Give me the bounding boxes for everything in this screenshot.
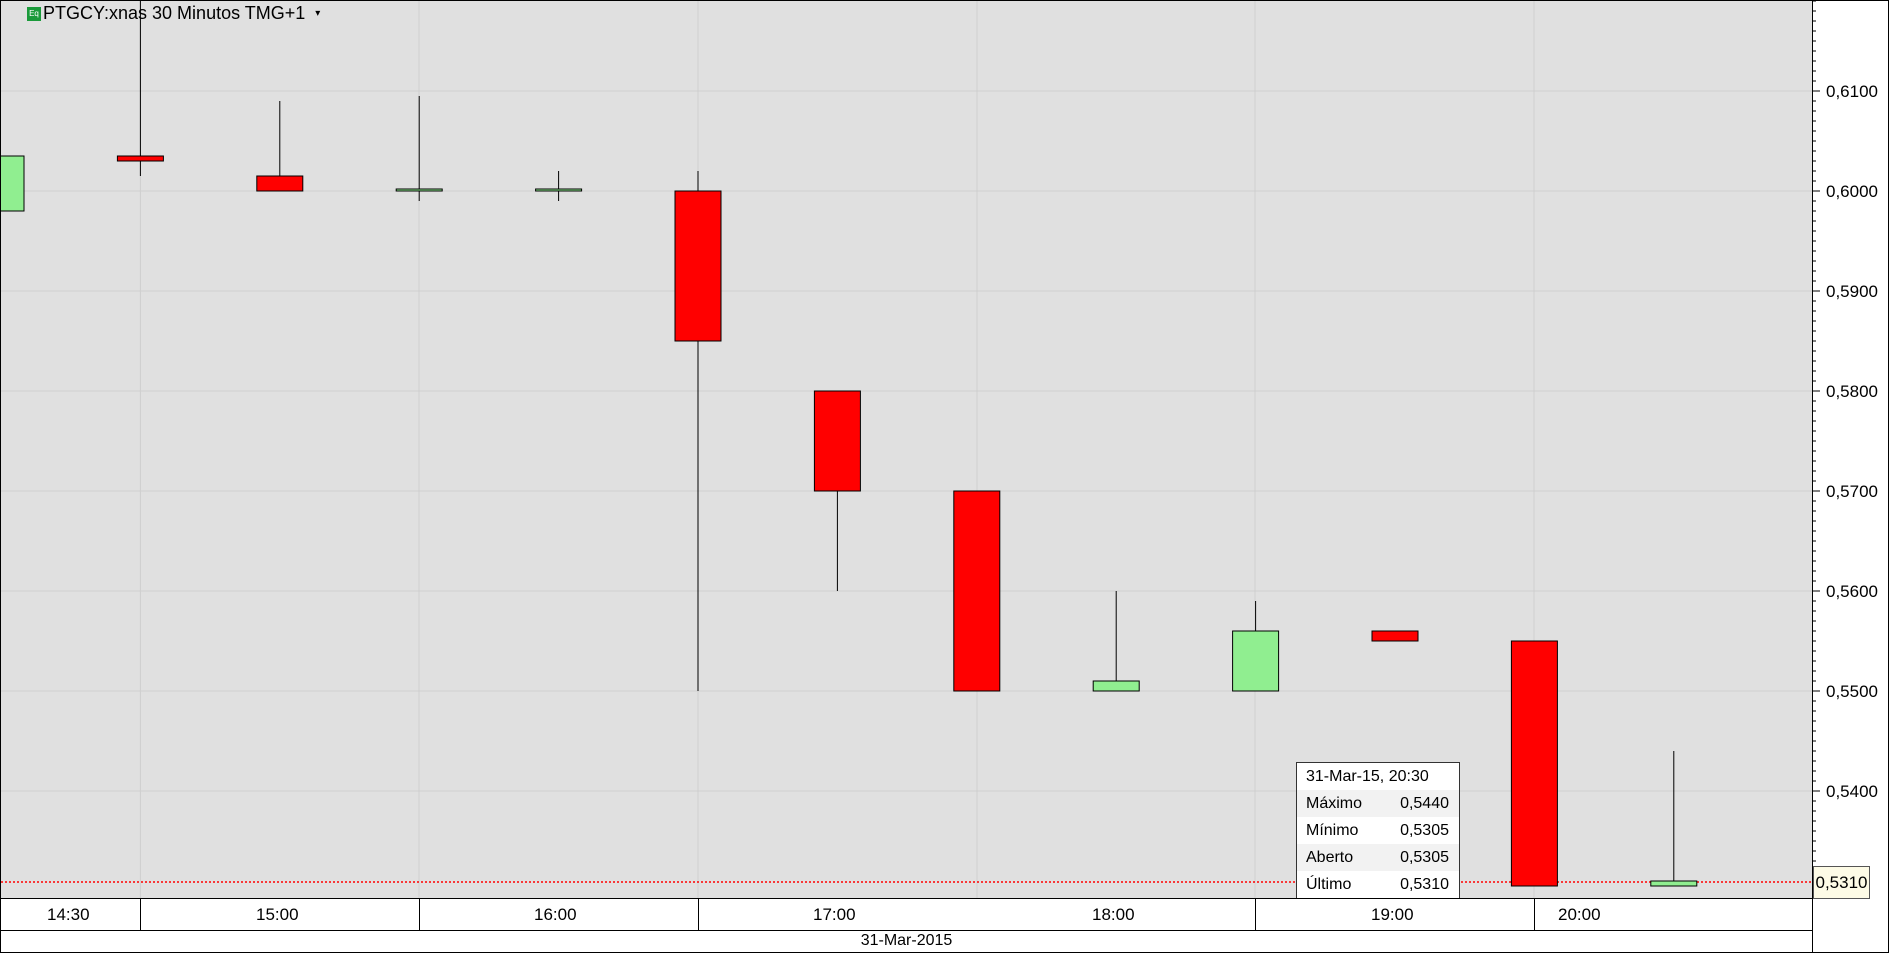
candlestick-chart[interactable] [1,1,1813,898]
x-tick-label: 19:00 [1371,905,1414,924]
date-label: 31-Mar-2015 [1,930,1813,952]
y-tick-label: 0,5800 [1826,382,1878,401]
candle-body [1,155,25,212]
chevron-down-icon[interactable]: ▾ [315,8,321,19]
y-tick-label: 0,5400 [1826,782,1878,801]
x-tick-label: 18:00 [1092,905,1135,924]
time-separator [1534,899,1535,930]
time-separator [419,899,420,930]
y-tick-label: 0,5600 [1826,582,1878,601]
x-tick-label: 17:00 [813,905,856,924]
candle-body [395,188,443,192]
last-price-label: 0,5310 [1813,866,1870,899]
tooltip-row: Aberto 0,5305 [1297,844,1459,871]
x-tick-label: 20:00 [1558,905,1601,924]
time-axis[interactable]: 14:30 15:00 16:00 17:00 18:00 19:00 20:00 [1,898,1813,931]
candle-body [116,155,164,162]
ohlc-tooltip: 31-Mar-15, 20:30 Máximo 0,5440 Mínimo 0,53… [1296,762,1460,898]
chart-title[interactable]: Eq PTGCY:xnas 30 Minutos TMG+1 ▾ [27,3,320,24]
plot-area[interactable]: Eq PTGCY:xnas 30 Minutos TMG+1 ▾ 31-Mar-… [1,1,1813,898]
y-tick-label: 0,6000 [1826,182,1878,201]
tooltip-row: Mínimo 0,5305 [1306,822,1449,839]
price-axis[interactable]: 0,6100 0,6000 0,5900 0,5800 0,5700 0,5600 0,55… [1812,1,1889,898]
time-separator [1255,899,1256,930]
candle-body [1510,640,1558,887]
y-tick-label: 0,5500 [1826,682,1878,701]
candle-body [256,175,304,192]
candle-body [674,190,722,342]
candle-body [535,188,583,192]
y-tick-label: 0,6100 [1826,82,1878,101]
tooltip-row: Máximo 0,5440 [1297,790,1459,817]
candle-body [1232,630,1280,692]
y-tick-label: 0,5900 [1826,282,1878,301]
x-tick-label: 14:30 [47,905,90,924]
candle-body [1650,880,1698,887]
y-tick-label: 0,5700 [1826,482,1878,501]
candle-body [953,490,1001,692]
time-separator [140,899,142,930]
symbol-label: PTGCY:xnas 30 Minutos TMG+1 [43,3,306,23]
candle-body [1371,630,1419,642]
candle-body [813,390,861,492]
time-separator [698,899,699,930]
x-tick-label: 15:00 [256,905,299,924]
x-tick-label: 16:00 [534,905,577,924]
tooltip-row: Último 0,5310 [1306,876,1449,893]
equity-icon: Eq [27,6,41,21]
tooltip-date: 31-Mar-15, 20:30 [1306,768,1429,785]
candle-body [1092,680,1140,692]
